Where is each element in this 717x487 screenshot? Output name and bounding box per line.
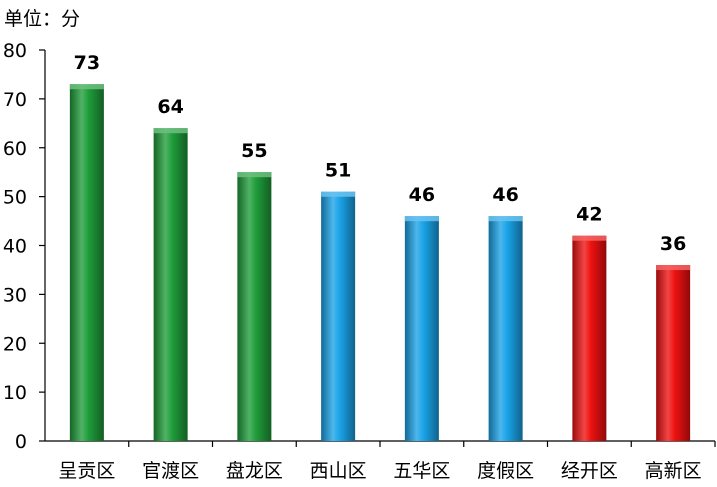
bar-4	[405, 216, 439, 441]
data-label: 51	[325, 160, 351, 182]
data-label: 36	[660, 233, 686, 255]
bar-top-bevel	[405, 216, 439, 221]
y-tick-label: 30	[3, 284, 27, 306]
bar-1	[154, 128, 188, 441]
y-tick-label: 10	[3, 382, 27, 404]
y-tick-label: 80	[3, 40, 27, 62]
data-label: 55	[241, 140, 267, 162]
x-tick-label: 经开区	[561, 460, 618, 482]
bar-6	[572, 236, 606, 441]
x-tick-label: 官渡区	[142, 460, 199, 482]
data-label: 46	[409, 184, 435, 206]
data-label: 64	[157, 96, 183, 118]
x-tick-label: 呈贡区	[58, 460, 115, 482]
x-tick-label: 五华区	[393, 460, 450, 482]
bar-top-bevel	[237, 172, 271, 177]
x-tick-label: 盘龙区	[226, 460, 283, 482]
y-tick-label: 50	[3, 187, 27, 209]
bar-3	[321, 192, 355, 441]
x-tick-label: 西山区	[310, 460, 367, 482]
x-tick-label: 高新区	[645, 460, 702, 482]
bar-top-bevel	[154, 128, 188, 133]
bar-top-bevel	[321, 192, 355, 197]
x-axis: 呈贡区 官渡区 盘龙区 西山区 五华区 度假区 经开区 高新区	[45, 441, 715, 482]
y-tick-label: 70	[3, 89, 27, 111]
bar-top-bevel	[572, 236, 606, 241]
y-axis: 0 10 20 30 40 50 60 70 80	[3, 40, 45, 453]
data-label: 42	[576, 204, 602, 226]
x-tick-label: 度假区	[477, 460, 534, 482]
y-tick-label: 20	[3, 333, 27, 355]
bars	[70, 84, 690, 441]
bar-top-bevel	[656, 265, 690, 270]
bar-5	[489, 216, 523, 441]
y-tick-label: 60	[3, 138, 27, 160]
bar-top-bevel	[70, 84, 104, 89]
bar-7	[656, 265, 690, 441]
y-tick-label: 40	[3, 236, 27, 258]
data-label: 73	[74, 52, 100, 74]
y-tick-label: 0	[15, 431, 27, 453]
data-label: 46	[492, 184, 518, 206]
bar-0	[70, 84, 104, 441]
bar-2	[237, 172, 271, 441]
bar-top-bevel	[489, 216, 523, 221]
